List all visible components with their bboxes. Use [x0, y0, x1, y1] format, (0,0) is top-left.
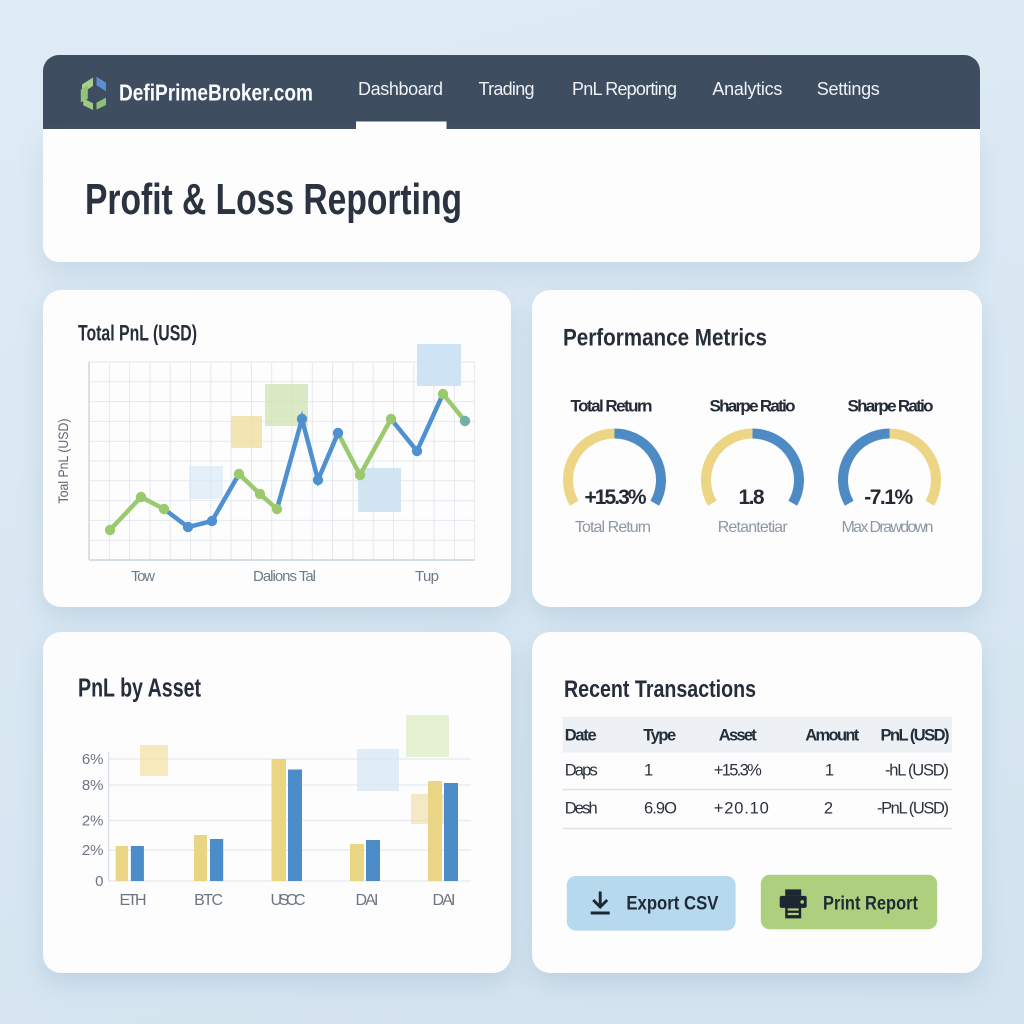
svg-text:Dashboard: Dashboard: [358, 79, 443, 99]
svg-text:DAI: DAI: [433, 892, 456, 909]
svg-text:2: 2: [824, 800, 833, 818]
svg-text:1: 1: [644, 762, 653, 780]
svg-text:Max Drawdown: Max Drawdown: [842, 519, 934, 536]
svg-text:Type: Type: [643, 726, 676, 744]
svg-text:Amount: Amount: [805, 726, 860, 744]
svg-text:Desh: Desh: [565, 800, 598, 818]
svg-text:Total PnL (USD): Total PnL (USD): [78, 320, 197, 345]
svg-text:Total Return: Total Return: [571, 397, 653, 416]
svg-text:Daps: Daps: [565, 762, 598, 780]
svg-text:Recent Transactions: Recent Transactions: [564, 676, 756, 703]
svg-text:Sharpe Ratio: Sharpe Ratio: [848, 397, 934, 416]
svg-text:Dalions Tal: Dalions Tal: [253, 568, 316, 585]
svg-text:Asset: Asset: [719, 726, 758, 744]
svg-text:PnL (USD): PnL (USD): [881, 726, 950, 744]
svg-text:Toal PnL (USD): Toal PnL (USD): [55, 419, 71, 504]
svg-text:-hL (USD): -hL (USD): [885, 762, 949, 780]
svg-text:+15.3%: +15.3%: [585, 486, 647, 509]
svg-text:-PnL (USD): -PnL (USD): [877, 800, 949, 818]
svg-text:0: 0: [95, 873, 103, 890]
svg-text:Profit & Loss Reporting: Profit & Loss Reporting: [85, 175, 462, 224]
svg-text:Print Report: Print Report: [823, 893, 919, 914]
svg-text:Tow: Tow: [131, 568, 155, 585]
svg-text:2%: 2%: [82, 813, 104, 830]
svg-text:DefiPrimeBroker.com: DefiPrimeBroker.com: [119, 79, 313, 105]
svg-text:1.8: 1.8: [739, 486, 765, 509]
svg-text:2%: 2%: [82, 842, 104, 859]
svg-text:Trading: Trading: [479, 79, 535, 99]
svg-text:8%: 8%: [82, 777, 104, 794]
svg-text:Sharpe Ratio: Sharpe Ratio: [710, 397, 796, 416]
svg-text:BTC: BTC: [194, 892, 223, 909]
svg-text:PnL Reporting: PnL Reporting: [572, 79, 677, 99]
svg-text:Analytics: Analytics: [712, 79, 782, 99]
svg-text:1: 1: [825, 762, 834, 780]
svg-text:Total Return: Total Return: [575, 519, 651, 536]
svg-text:PnL by Asset: PnL by Asset: [78, 675, 201, 703]
svg-text:-7.1%: -7.1%: [864, 486, 913, 509]
svg-text:Performance Metrics: Performance Metrics: [563, 324, 767, 351]
svg-text:Retantetiar: Retantetiar: [718, 519, 789, 536]
svg-text:USCC: USCC: [271, 892, 306, 909]
svg-text:DAI: DAI: [356, 892, 379, 909]
svg-text:Tup: Tup: [415, 568, 439, 585]
svg-text:6%: 6%: [82, 751, 104, 768]
svg-text:6.9O: 6.9O: [644, 800, 677, 818]
svg-text:Settings: Settings: [817, 79, 880, 99]
svg-text:+20.10: +20.10: [714, 800, 769, 818]
svg-text:Export CSV: Export CSV: [626, 893, 718, 914]
svg-text:Date: Date: [565, 726, 597, 744]
svg-text:ETH: ETH: [120, 892, 147, 909]
svg-text:+15.3%: +15.3%: [714, 762, 762, 780]
